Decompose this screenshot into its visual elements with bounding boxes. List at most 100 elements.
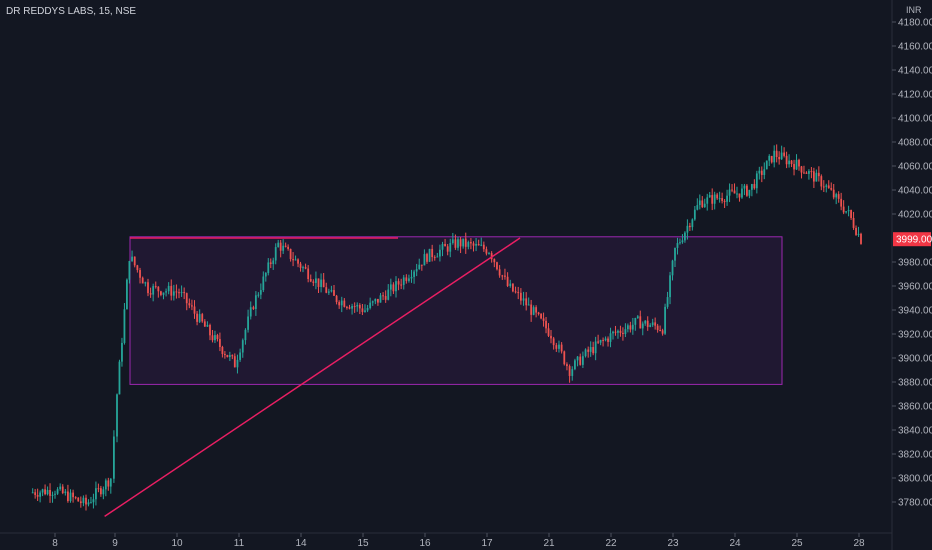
candle bbox=[698, 194, 701, 210]
candle-body bbox=[587, 349, 590, 352]
candle bbox=[118, 359, 121, 395]
candle bbox=[688, 222, 691, 232]
candle-body bbox=[338, 302, 341, 306]
candle bbox=[201, 312, 204, 323]
y-tick-label: 4080.00 bbox=[898, 138, 932, 149]
candle-body bbox=[750, 184, 753, 190]
candle bbox=[149, 287, 152, 298]
candle-body bbox=[214, 335, 216, 341]
candle-body bbox=[152, 286, 155, 295]
candle bbox=[85, 494, 87, 511]
candle-body bbox=[67, 491, 69, 502]
candle-body bbox=[116, 394, 118, 437]
candle-body bbox=[364, 310, 366, 312]
candle bbox=[550, 329, 552, 344]
candle-body bbox=[475, 243, 477, 246]
candle bbox=[763, 162, 766, 180]
candle bbox=[454, 234, 457, 250]
candle bbox=[160, 290, 162, 297]
candle bbox=[46, 486, 49, 496]
candle-body bbox=[444, 244, 446, 247]
candle bbox=[292, 252, 294, 267]
candle-body bbox=[778, 156, 781, 160]
candle bbox=[659, 325, 662, 332]
candle-body bbox=[857, 233, 860, 235]
candle-body bbox=[309, 278, 312, 282]
candle-body bbox=[198, 314, 201, 322]
candle-body bbox=[840, 198, 843, 207]
candle bbox=[716, 192, 719, 200]
candle-body bbox=[31, 492, 34, 494]
candle bbox=[180, 285, 183, 297]
candle-body bbox=[175, 291, 178, 293]
candle-body bbox=[594, 341, 597, 354]
candle bbox=[185, 292, 188, 311]
candle bbox=[59, 483, 62, 491]
candle bbox=[309, 274, 312, 283]
x-tick-label: 22 bbox=[605, 538, 617, 549]
candle-body bbox=[154, 286, 157, 288]
candle bbox=[39, 490, 42, 503]
candle-body bbox=[579, 356, 582, 365]
ascending-trendline[interactable] bbox=[104, 237, 521, 518]
candle-body bbox=[584, 349, 587, 357]
candle-body bbox=[39, 492, 42, 497]
candle bbox=[646, 316, 649, 331]
candle-body bbox=[109, 478, 112, 487]
candle bbox=[136, 264, 139, 273]
candle-body bbox=[294, 259, 297, 261]
candle-body bbox=[395, 281, 397, 292]
candle-body bbox=[277, 242, 280, 248]
candle-body bbox=[775, 150, 778, 157]
candle-body bbox=[758, 170, 761, 174]
candle bbox=[431, 244, 434, 262]
candle bbox=[827, 180, 830, 189]
candle bbox=[113, 430, 115, 483]
time-axis[interactable]: 8 9 10 11 14 15 16 17 21 22 23 24 25 28 bbox=[52, 533, 865, 549]
candle bbox=[374, 298, 377, 305]
candle-body bbox=[480, 244, 483, 246]
candle bbox=[558, 340, 560, 353]
y-tick-label: 4020.00 bbox=[898, 210, 932, 221]
candle bbox=[267, 258, 270, 276]
candle-body bbox=[671, 260, 674, 276]
candle bbox=[731, 184, 733, 193]
candle bbox=[284, 242, 287, 248]
candle bbox=[449, 238, 452, 258]
candle bbox=[254, 291, 257, 316]
candle-body bbox=[574, 360, 576, 370]
candle-body bbox=[706, 197, 709, 204]
candle bbox=[711, 188, 714, 211]
candle bbox=[307, 265, 310, 283]
candle-body bbox=[428, 248, 431, 262]
candle bbox=[840, 192, 843, 211]
candle-body bbox=[571, 369, 574, 376]
candle-body bbox=[827, 185, 830, 189]
price-axis[interactable]: 4180.00 4160.00 4140.00 4120.00 4100.00 4080.… bbox=[892, 18, 932, 509]
candle-body bbox=[560, 344, 563, 352]
candle-body bbox=[576, 356, 579, 361]
candle-body bbox=[566, 364, 568, 367]
candle bbox=[320, 273, 322, 293]
candle bbox=[758, 166, 761, 180]
candle-body bbox=[36, 494, 39, 497]
candle bbox=[196, 311, 198, 326]
candle-body bbox=[379, 295, 382, 303]
candle-body bbox=[477, 243, 480, 246]
candle bbox=[815, 169, 818, 182]
candle bbox=[676, 237, 679, 255]
candle bbox=[563, 350, 566, 366]
candle bbox=[574, 358, 576, 371]
candle bbox=[644, 320, 647, 326]
support-resistance-zone[interactable] bbox=[129, 236, 783, 385]
candle-body bbox=[504, 275, 506, 277]
candle bbox=[102, 486, 105, 500]
candle-body bbox=[371, 301, 374, 303]
candle-body bbox=[420, 264, 423, 266]
candle-body bbox=[366, 308, 369, 311]
candle-body bbox=[170, 285, 173, 296]
candle bbox=[701, 196, 704, 209]
candle-body bbox=[684, 232, 686, 241]
